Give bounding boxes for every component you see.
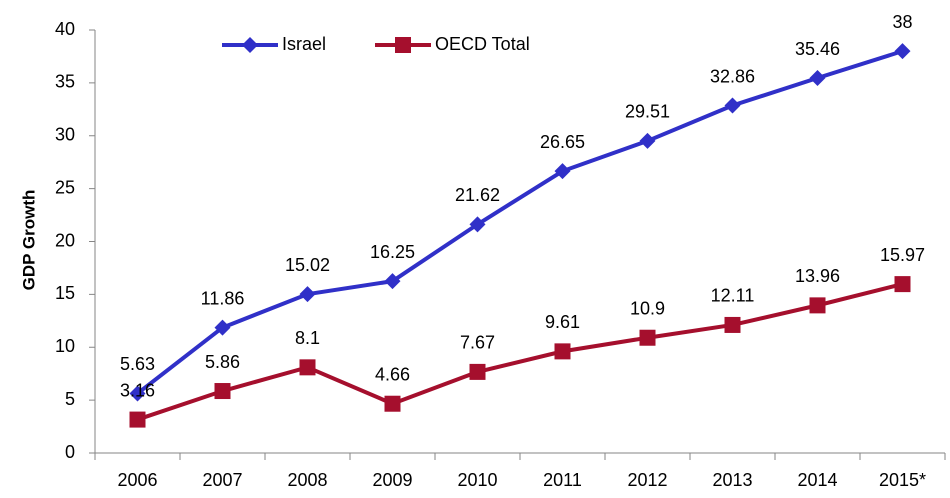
marker — [894, 43, 911, 60]
marker — [214, 383, 231, 400]
data-label: 11.86 — [201, 288, 245, 308]
marker — [395, 37, 411, 53]
data-label: 10.9 — [630, 298, 665, 318]
x-tick-label: 2015* — [879, 470, 926, 490]
y-axis-label: GDP Growth — [19, 190, 38, 291]
marker — [809, 70, 826, 87]
data-label: 15.02 — [285, 255, 330, 275]
data-label: 8.1 — [295, 328, 320, 348]
series-line — [136, 282, 903, 422]
marker — [554, 343, 571, 360]
marker — [724, 316, 741, 333]
y-tick-label: 35 — [55, 72, 75, 92]
y-tick-label: 20 — [55, 230, 75, 250]
data-label: 38 — [892, 12, 912, 32]
x-tick-label: 2013 — [712, 470, 752, 490]
y-tick-label: 40 — [55, 19, 75, 39]
marker — [894, 276, 911, 293]
y-tick-label: 25 — [55, 177, 75, 197]
marker — [809, 297, 826, 314]
marker — [299, 359, 316, 376]
data-label: 7.67 — [460, 333, 495, 353]
data-label: 13.96 — [795, 266, 840, 286]
data-label: 5.63 — [120, 354, 155, 374]
marker — [129, 385, 146, 402]
legend-label: OECD Total — [435, 34, 530, 54]
x-tick-label: 2012 — [627, 470, 667, 490]
marker — [724, 97, 741, 114]
data-label: 16.25 — [370, 242, 415, 262]
data-label: 29.51 — [625, 102, 670, 122]
data-label: 12.11 — [711, 286, 755, 306]
legend-label: Israel — [282, 34, 326, 54]
x-tick-label: 2006 — [117, 470, 157, 490]
data-label: 15.97 — [880, 245, 925, 265]
marker — [639, 329, 656, 346]
data-label: 26.65 — [540, 132, 585, 152]
marker — [469, 363, 486, 380]
data-label: 3.16 — [120, 380, 155, 400]
marker — [639, 132, 656, 149]
y-tick-label: 5 — [65, 389, 75, 409]
y-tick-label: 0 — [65, 442, 75, 462]
marker — [299, 286, 316, 303]
y-tick-label: 10 — [55, 336, 75, 356]
data-label: 32.86 — [710, 66, 755, 86]
x-tick-label: 2008 — [287, 470, 327, 490]
series-line — [136, 49, 904, 396]
data-label: 9.61 — [545, 312, 580, 332]
y-tick-label: 15 — [55, 283, 75, 303]
marker — [214, 319, 231, 336]
marker — [384, 395, 401, 412]
marker — [469, 216, 486, 233]
x-tick-label: 2009 — [372, 470, 412, 490]
x-tick-label: 2011 — [543, 470, 582, 490]
marker — [554, 163, 571, 180]
marker — [384, 273, 401, 290]
y-tick-label: 30 — [55, 125, 75, 145]
data-label: 5.86 — [205, 352, 240, 372]
data-label: 35.46 — [795, 39, 840, 59]
marker — [242, 37, 258, 53]
x-tick-label: 2007 — [202, 470, 242, 490]
data-label: 4.66 — [375, 364, 410, 384]
x-tick-label: 2014 — [797, 470, 837, 490]
x-tick-label: 2010 — [457, 470, 497, 490]
data-label: 21.62 — [455, 185, 500, 205]
marker — [129, 411, 146, 428]
